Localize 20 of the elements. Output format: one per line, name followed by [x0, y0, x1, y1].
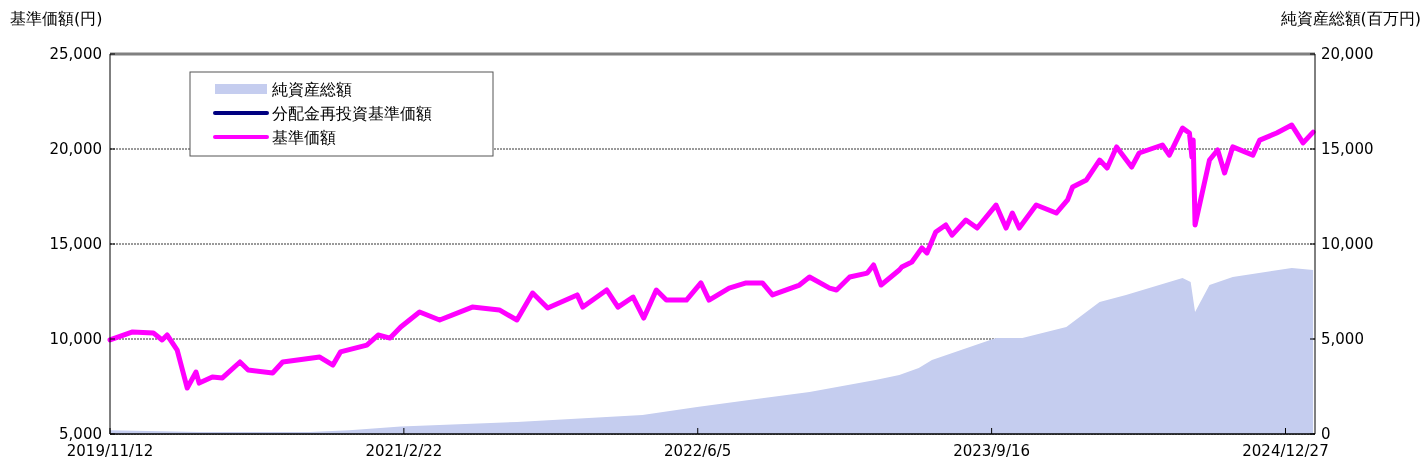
y-axis-title: 基準価額(円) [10, 9, 103, 28]
y-tick-label: 15,000 [49, 235, 102, 253]
x-tick-label: 2021/2/22 [365, 442, 443, 460]
legend-label: 分配金再投資基準価額 [272, 104, 432, 123]
y2-tick-label: 20,000 [1321, 45, 1374, 63]
x-tick-label: 2019/11/12 [66, 442, 154, 460]
x-tick-label: 2024/12/27 [1242, 442, 1329, 460]
x-tick-label: 2022/6/5 [664, 442, 732, 460]
y2-tick-label: 5,000 [1321, 330, 1364, 348]
y2-tick-label: 10,000 [1321, 235, 1374, 253]
y2-axis-title: 純資産総額(百万円) [1280, 9, 1421, 28]
legend-label: 純資産総額 [272, 80, 352, 99]
y-tick-label: 25,000 [49, 45, 102, 63]
y2-tick-label: 15,000 [1321, 140, 1374, 158]
x-tick-label: 2023/9/16 [953, 442, 1031, 460]
y-tick-label: 10,000 [49, 330, 102, 348]
y2-tick-label: 0 [1321, 425, 1331, 443]
legend-label: 基準価額 [272, 128, 336, 147]
y-tick-label: 20,000 [49, 140, 102, 158]
y-tick-label: 5,000 [59, 425, 102, 443]
